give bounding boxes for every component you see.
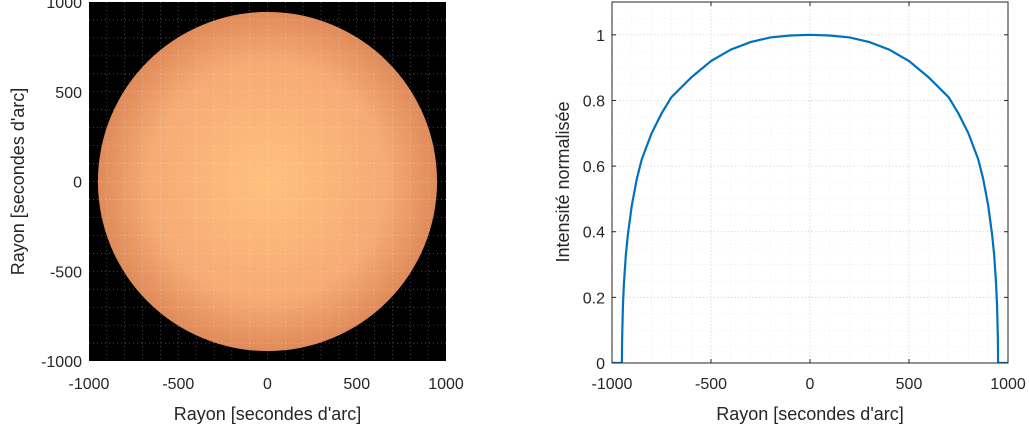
intensity-profile-panel: -1000 -500 0 500 1000 0 0.2 0.4 0.6 0.8 1 Rayon [… xyxy=(553,1,1026,424)
left-y-tick-label: 0 xyxy=(73,175,82,192)
left-x-tick-label: 500 xyxy=(343,376,370,393)
left-x-tick-label: -500 xyxy=(162,376,194,393)
right-x-tick-label: -1000 xyxy=(592,376,633,393)
right-x-tick-label: 0 xyxy=(806,376,815,393)
right-y-tick-label: 0.6 xyxy=(583,159,605,176)
left-x-tick-label: 1000 xyxy=(428,376,464,393)
left-x-tick-label: -1000 xyxy=(69,376,110,393)
left-x-axis-label: Rayon [secondes d'arc] xyxy=(174,404,362,424)
right-y-axis-label: Intensité normalisée xyxy=(553,101,573,262)
right-x-tick-labels: -1000 -500 0 500 1000 xyxy=(592,376,1026,393)
right-y-tick-label: 0.2 xyxy=(583,290,605,307)
right-y-tick-label: 0.8 xyxy=(583,93,605,110)
solar-disk-image-panel: -1000 -500 0 500 1000 1000 500 0 -500 -1000 Rayo… xyxy=(8,0,464,424)
right-x-tick-label: 500 xyxy=(896,376,923,393)
right-x-tick-label: 1000 xyxy=(990,376,1026,393)
intensity-profile-line xyxy=(612,33,1008,363)
left-x-tick-labels: -1000 -500 0 500 1000 xyxy=(69,376,464,393)
left-y-axis-label: Rayon [secondes d'arc] xyxy=(8,88,28,276)
left-y-tick-label: 1000 xyxy=(46,0,82,12)
left-y-tick-label: -500 xyxy=(50,264,82,281)
left-y-tick-label: -1000 xyxy=(41,354,82,371)
right-y-tick-label: 0 xyxy=(596,356,605,373)
right-y-tick-label: 0.4 xyxy=(583,225,605,242)
left-y-tick-label: 500 xyxy=(55,85,82,102)
right-x-tick-label: -500 xyxy=(695,376,727,393)
right-y-tick-label: 1 xyxy=(596,28,605,45)
right-x-axis-label: Rayon [secondes d'arc] xyxy=(716,404,904,424)
solar-disk xyxy=(97,11,438,352)
plot-tick-marks xyxy=(611,2,1009,364)
left-x-tick-label: 0 xyxy=(263,376,272,393)
right-y-tick-labels: 0 0.2 0.4 0.6 0.8 1 xyxy=(583,28,605,373)
left-y-tick-labels: 1000 500 0 -500 -1000 xyxy=(41,0,82,371)
